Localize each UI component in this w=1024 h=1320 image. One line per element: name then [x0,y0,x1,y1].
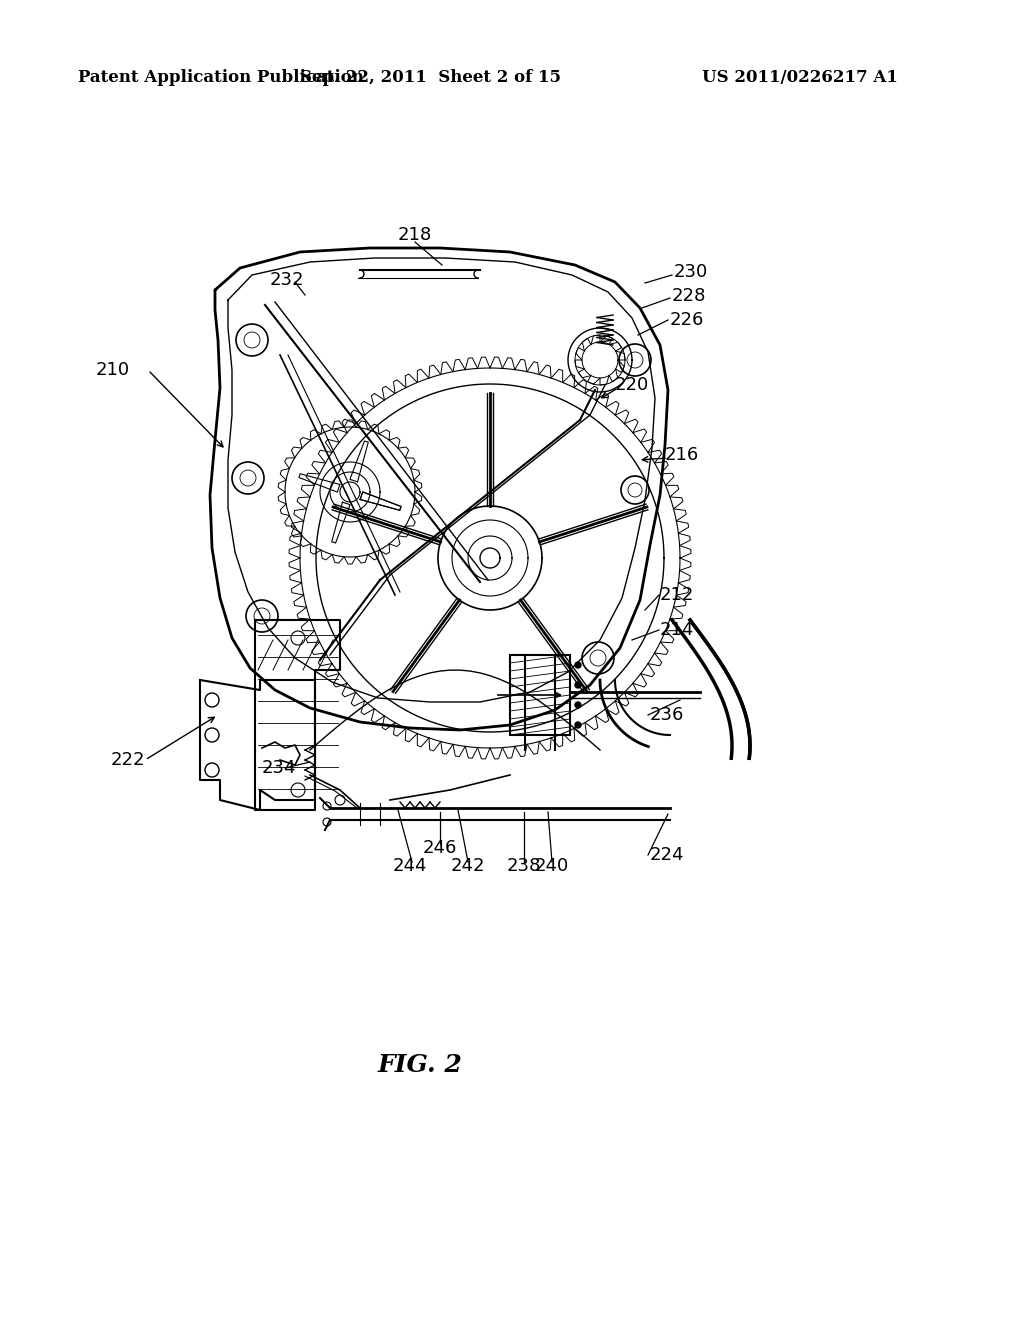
Text: 244: 244 [393,857,427,875]
Text: 228: 228 [672,286,707,305]
Bar [510,655,570,735]
Text: 236: 236 [650,706,684,723]
Text: 212: 212 [660,586,694,605]
Text: Patent Application Publication: Patent Application Publication [78,70,364,87]
Circle shape [575,682,581,688]
Text: US 2011/0226217 A1: US 2011/0226217 A1 [702,70,898,87]
Text: 214: 214 [660,620,694,639]
Text: 216: 216 [665,446,699,465]
Text: 226: 226 [670,312,705,329]
Text: 218: 218 [398,226,432,244]
Text: Sep. 22, 2011  Sheet 2 of 15: Sep. 22, 2011 Sheet 2 of 15 [299,70,560,87]
Circle shape [575,663,581,668]
Circle shape [575,722,581,729]
Text: 210: 210 [96,360,130,379]
Text: 222: 222 [111,751,145,770]
Text: 246: 246 [423,840,457,857]
Circle shape [575,702,581,708]
Text: 242: 242 [451,857,485,875]
Text: 220: 220 [615,376,649,393]
Text: 232: 232 [270,271,304,289]
Text: FIG. 2: FIG. 2 [378,1053,463,1077]
Text: 234: 234 [262,759,297,777]
Text: 240: 240 [535,857,569,875]
Text: 230: 230 [674,263,709,281]
Text: 224: 224 [650,846,684,865]
Text: 238: 238 [507,857,542,875]
